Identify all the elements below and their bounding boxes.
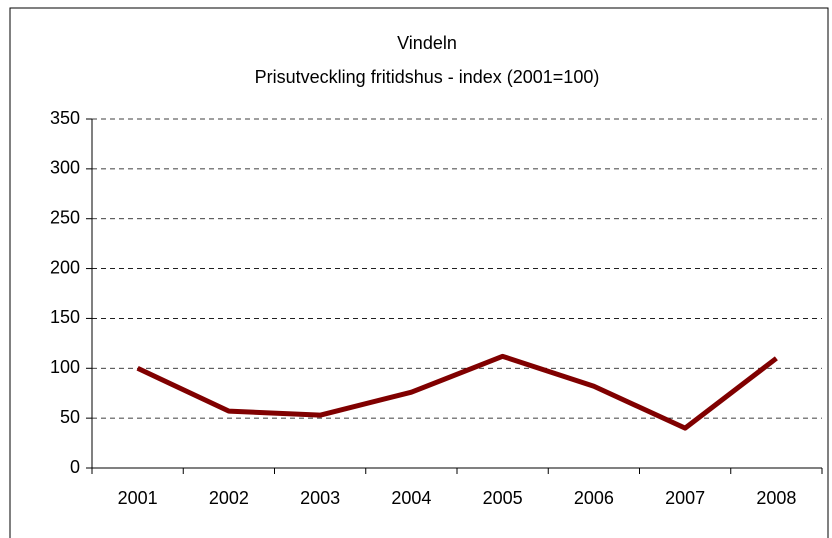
line-series [136,353,778,431]
x-tick-label: 2006 [574,488,614,508]
y-tick-label: 200 [50,257,80,277]
x-tick-label: 2004 [391,488,431,508]
y-tick-label: 100 [50,357,80,377]
y-tick-label: 150 [50,307,80,327]
y-tick-label: 300 [50,158,80,178]
y-tick-label: 50 [60,407,80,427]
x-tick-label: 2007 [665,488,705,508]
x-tick-label: 2003 [300,488,340,508]
y-tick-label: 350 [50,108,80,128]
x-tick-label: 2005 [483,488,523,508]
chart-subtitle: Prisutveckling fritidshus - index (2001=… [255,67,600,87]
x-tick-label: 2002 [209,488,249,508]
y-tick-label: 250 [50,207,80,227]
chart-border [9,7,829,538]
x-tick-label: 2001 [118,488,158,508]
x-tick-label: 2008 [756,488,796,508]
y-tick-label: 0 [70,457,80,477]
chart-title: Vindeln [397,33,457,53]
